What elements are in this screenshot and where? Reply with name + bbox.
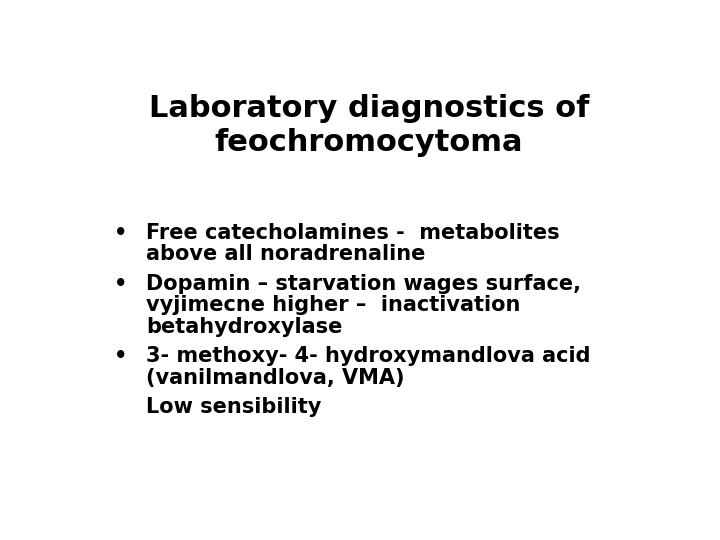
- Text: Free catecholamines -  metabolites: Free catecholamines - metabolites: [145, 223, 559, 243]
- Text: •: •: [114, 346, 127, 366]
- Text: •: •: [114, 223, 127, 243]
- Text: above all noradrenaline: above all noradrenaline: [145, 245, 426, 265]
- Text: 3- methoxy- 4- hydroxymandlova acid: 3- methoxy- 4- hydroxymandlova acid: [145, 346, 590, 366]
- Text: Dopamin – starvation wages surface,: Dopamin – starvation wages surface,: [145, 274, 581, 294]
- Text: (vanilmandlova, VMA): (vanilmandlova, VMA): [145, 368, 405, 388]
- Text: Low sensibility: Low sensibility: [145, 396, 321, 416]
- Text: vyjimecne higher –  inactivation: vyjimecne higher – inactivation: [145, 295, 520, 315]
- Text: betahydroxylase: betahydroxylase: [145, 317, 342, 337]
- Text: Laboratory diagnostics of
feochromocytoma: Laboratory diagnostics of feochromocytom…: [149, 94, 589, 157]
- Text: •: •: [114, 274, 127, 294]
